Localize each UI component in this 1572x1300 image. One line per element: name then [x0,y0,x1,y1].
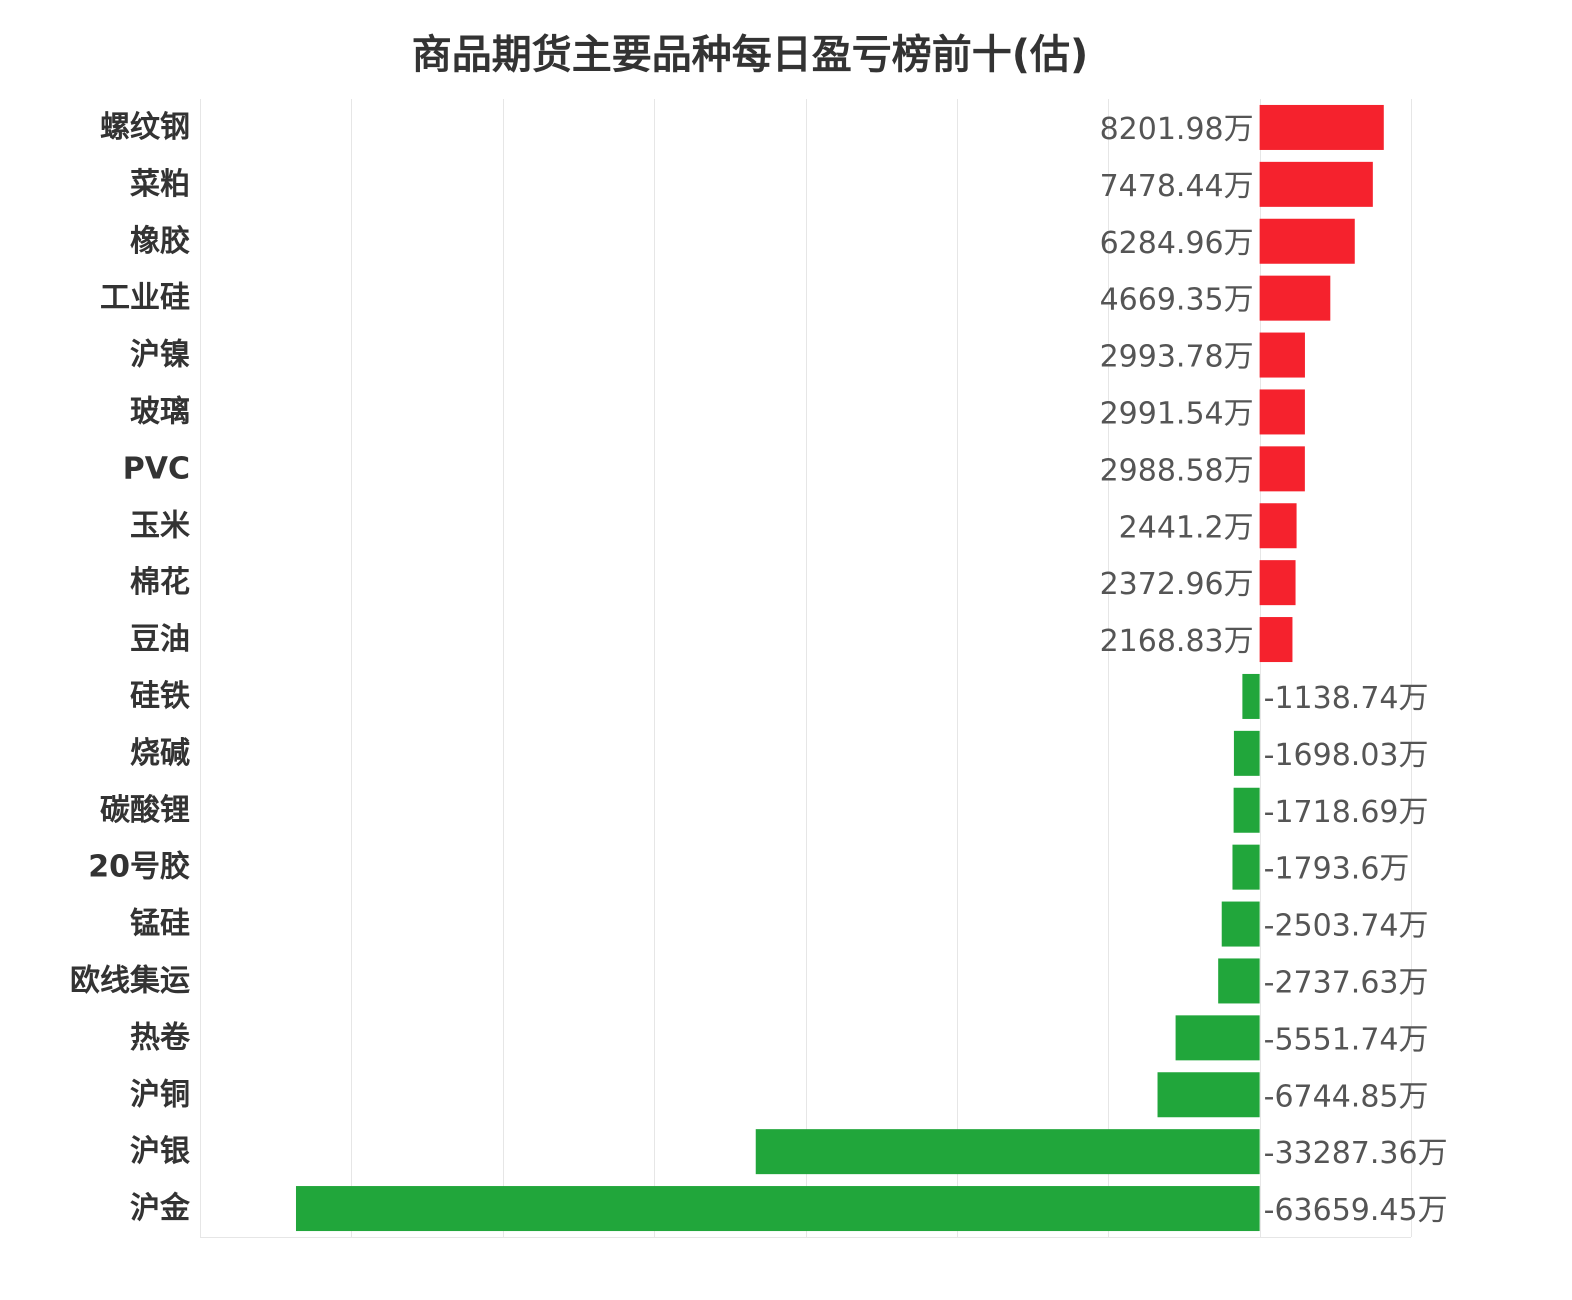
value-label-19: -63659.45万 [1264,1193,1448,1228]
bar-17 [1157,1072,1260,1118]
value-label-18: -33287.36万 [1264,1136,1448,1171]
category-label-3: 工业硅 [100,281,190,316]
value-label-13: -1793.6万 [1264,852,1410,887]
value-label-6: 2988.58万 [1100,453,1254,488]
value-label-2: 6284.96万 [1100,226,1254,261]
category-label-13: 20号胶 [88,850,190,885]
value-label-15: -2737.63万 [1264,965,1429,1000]
grid-lines [200,99,1412,1238]
bar-11 [1233,730,1260,776]
value-label-12: -1718.69万 [1264,795,1429,830]
value-labels: 8201.98万 7478.44万 6284.96万 4669.35万 2993.78万… [1100,112,1448,1228]
category-label-10: 硅铁 [130,679,190,714]
value-label-0: 8201.98万 [1100,112,1254,147]
category-label-0: 螺纹钢 [100,110,190,145]
bar-9 [1259,617,1293,663]
value-label-1: 7478.44万 [1100,169,1254,204]
bar-10 [1242,673,1260,719]
value-label-3: 4669.35万 [1100,283,1254,318]
bar-12 [1233,787,1260,833]
category-label-17: 沪铜 [130,1077,190,1112]
category-label-2: 橡胶 [130,224,190,259]
category-label-11: 烧碱 [130,736,190,771]
value-label-8: 2372.96万 [1100,567,1254,602]
value-label-5: 2991.54万 [1100,396,1254,431]
category-label-9: 豆油 [130,622,190,657]
category-label-5: 玻璃 [130,394,190,429]
value-label-4: 2993.78万 [1100,340,1254,375]
category-label-12: 碳酸锂 [100,793,190,828]
bar-7 [1259,503,1297,549]
category-label-14: 锰硅 [130,907,190,942]
category-label-7: 玉米 [130,508,190,543]
value-label-11: -1698.03万 [1264,738,1429,773]
bar-18 [755,1129,1260,1175]
bar-15 [1218,958,1260,1004]
category-label-6: PVC [123,451,190,486]
bar-4 [1259,332,1305,378]
bar-8 [1259,560,1296,606]
value-label-10: -1138.74万 [1264,681,1429,716]
value-label-16: -5551.74万 [1264,1022,1429,1057]
category-label-4: 沪镍 [130,338,190,373]
bar-14 [1221,901,1260,947]
bar-0 [1259,104,1384,150]
category-label-19: 沪金 [130,1191,191,1226]
category-label-8: 棉花 [130,565,190,600]
bars [295,104,1384,1232]
bar-16 [1175,1015,1260,1061]
value-label-14: -2503.74万 [1264,909,1429,944]
chart-title: 商品期货主要品种每日盈亏榜前十(估) [411,32,1089,78]
bar-19 [295,1186,1260,1232]
bar-13 [1232,844,1260,890]
bar-5 [1259,389,1305,435]
category-label-15: 欧线集运 [70,963,190,998]
bar-3 [1259,275,1331,321]
category-label-16: 热卷 [130,1020,191,1055]
category-label-18: 沪银 [130,1134,190,1169]
value-label-9: 2168.83万 [1100,624,1254,659]
bar-1 [1259,161,1373,207]
value-label-17: -6744.85万 [1264,1079,1429,1114]
bar-2 [1259,218,1355,264]
bar-6 [1259,446,1305,492]
category-label-1: 菜粕 [130,167,190,202]
value-label-7: 2441.2万 [1119,510,1254,545]
